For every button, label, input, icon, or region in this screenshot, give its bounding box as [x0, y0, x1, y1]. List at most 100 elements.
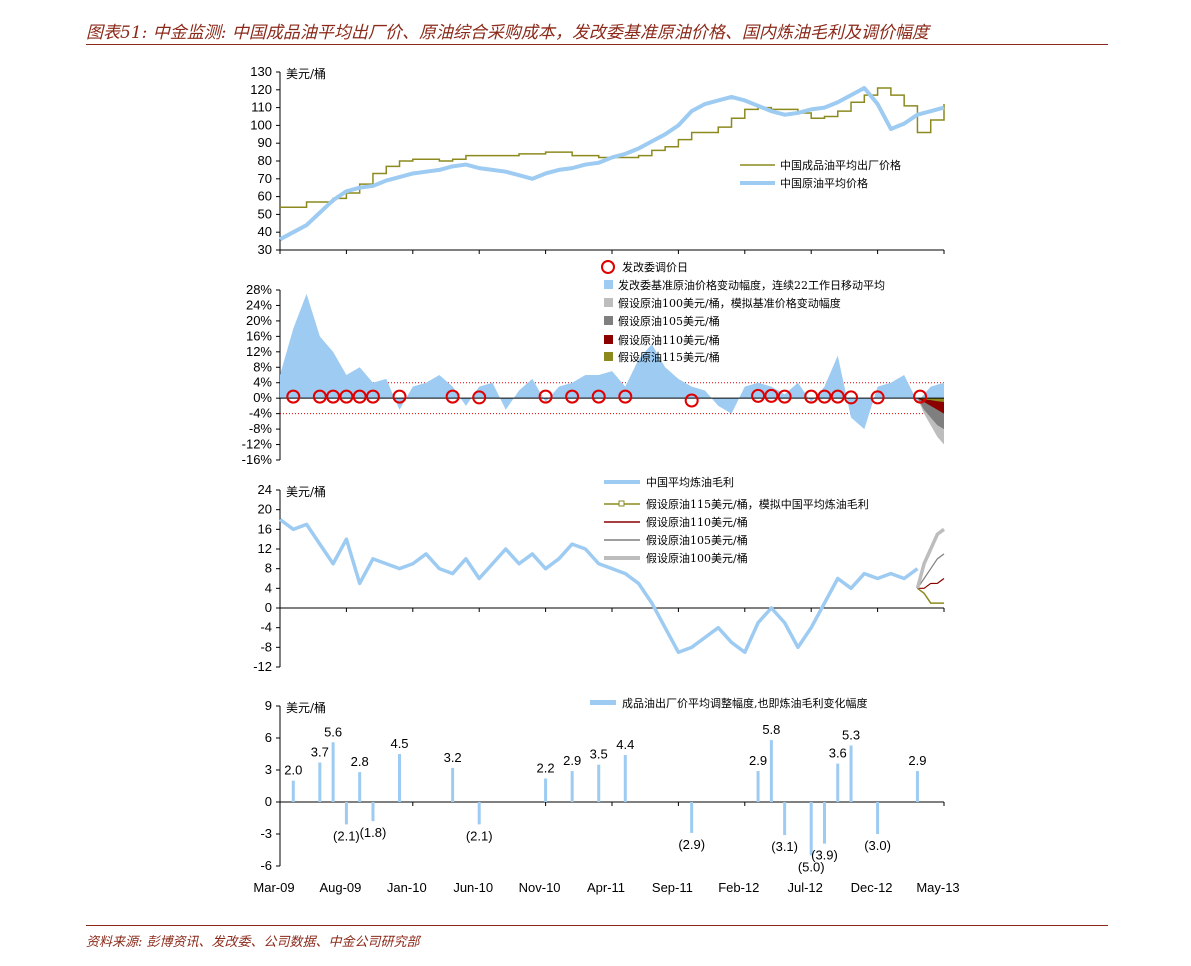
p2-legend-marker-icon	[601, 260, 615, 274]
p4-data-label: 2.0	[284, 763, 302, 778]
p1-y-tick-label: 30	[258, 242, 272, 257]
footer-rule	[86, 925, 1108, 926]
p3-unit-label: 美元/桶	[286, 484, 326, 499]
p1-unit-label: 美元/桶	[286, 66, 326, 81]
p4-y-tick-label: 6	[265, 730, 272, 745]
p2-adjustment-day-marker	[326, 389, 341, 404]
p3-series-refining-margin	[278, 518, 919, 654]
p2-adjustment-day-marker	[817, 389, 832, 404]
p2-legend-swatch-1	[604, 298, 613, 307]
p4-y-tick-label: 0	[265, 794, 272, 809]
p4-bar	[876, 802, 880, 834]
p2-adjustment-day-marker	[565, 389, 580, 404]
p1-y-tick-label: 70	[258, 171, 272, 186]
p4-data-label: 5.8	[762, 722, 780, 737]
p4-data-label: (3.0)	[864, 838, 891, 853]
p4-data-label: (1.8)	[360, 825, 387, 840]
p2-legend-swatch-0	[604, 280, 613, 289]
p4-y-tick-label: 3	[265, 762, 272, 777]
p2-y-tick-label: 16%	[246, 328, 272, 343]
p3-y-tick-label: 24	[258, 482, 272, 497]
p4-data-label: 3.5	[590, 747, 608, 762]
p4-data-label: 5.6	[324, 724, 342, 739]
p2-y-tick-label: 4%	[253, 375, 272, 390]
p2-adjustment-day-marker	[591, 389, 606, 404]
p4-data-label: 4.4	[616, 737, 634, 752]
p2-adjustment-day-marker	[365, 389, 380, 404]
x-tick-label: Dec-12	[851, 880, 893, 895]
p3-scenario-line-4	[915, 527, 946, 589]
p4-y-tick-label: -6	[260, 858, 272, 873]
p4-bar	[291, 780, 295, 802]
p2-adjustment-day-marker	[339, 389, 354, 404]
p4-data-label: 3.6	[829, 746, 847, 761]
p4-data-label: (2.9)	[678, 837, 705, 852]
p4-legend-swatch	[590, 700, 616, 705]
p4-bar	[597, 764, 601, 802]
p2-adjustment-day-marker	[844, 390, 859, 405]
p3-y-tick-label: 20	[258, 502, 272, 517]
p3-y-tick-label: 12	[258, 541, 272, 556]
p1-y-tick-label: 60	[258, 189, 272, 204]
p2-y-tick-label: 24%	[246, 297, 272, 312]
x-tick-label: Aug-09	[319, 880, 361, 895]
p1-series-refined-price	[280, 87, 945, 209]
p4-data-label: (2.1)	[333, 828, 360, 843]
p4-data-label: (5.0)	[798, 859, 825, 874]
p2-y-tick-label: -8%	[249, 421, 273, 436]
p4-bar	[477, 802, 481, 825]
p2-legend-label-3: 假设原油110美元/桶	[618, 333, 720, 347]
p2-legend-label-2: 假设原油105美元/桶	[618, 314, 720, 328]
p2-legend-label-marker: 发改委调价日	[622, 260, 688, 274]
p4-data-label: 3.2	[444, 750, 462, 765]
p4-bar	[809, 802, 813, 856]
p2-series-benchmark-change	[280, 293, 944, 430]
x-tick-label: Jul-12	[787, 880, 822, 895]
p4-bar	[358, 772, 362, 802]
p2-adjustment-day-marker	[870, 390, 885, 405]
p2-scenario-area-3	[917, 398, 944, 414]
p4-bar	[570, 771, 574, 802]
p2-adjustment-day-marker	[472, 390, 487, 405]
p3-scenario-line-1	[916, 587, 944, 604]
p1-y-tick-label: 120	[250, 82, 272, 97]
p1-legend-label-refined: 中国成品油平均出厂价格	[780, 158, 901, 172]
p2-adjustment-day-marker	[618, 389, 633, 404]
p4-bar	[371, 802, 375, 822]
p2-adjustment-day-marker	[751, 388, 766, 403]
x-tick-label: Jan-10	[387, 880, 427, 895]
p4-data-label: (3.1)	[771, 839, 798, 854]
x-tick-label: Mar-09	[253, 880, 294, 895]
p3-legend-label-4: 假设原油100美元/桶	[646, 551, 748, 565]
p2-adjustment-day-marker	[445, 389, 460, 404]
p2-y-tick-label: -16%	[242, 452, 273, 467]
p2-adjustment-day-marker	[312, 389, 327, 404]
p3-legend-label-0: 中国平均炼油毛利	[646, 475, 734, 489]
p2-scenario-area-4	[917, 398, 944, 403]
p4-bar	[451, 767, 455, 802]
p2-legend-swatch-3	[604, 335, 613, 344]
p3-y-tick-label: -12	[253, 659, 272, 674]
p2-adjustment-day-marker	[538, 389, 553, 404]
p4-bar	[822, 802, 826, 844]
p1-y-tick-label: 100	[250, 117, 272, 132]
p3-legend-label-2: 假设原油110美元/桶	[646, 515, 748, 529]
p1-y-tick-label: 90	[258, 135, 272, 150]
p4-bar	[915, 771, 919, 802]
p3-y-tick-label: 0	[265, 600, 272, 615]
p2-legend-label-0: 发改委基准原油价格变动幅度，连续22工作日移动平均	[618, 278, 885, 292]
p4-data-label: (2.1)	[466, 828, 493, 843]
p2-adjustment-day-marker	[777, 389, 792, 404]
p2-adjustment-day-marker	[913, 389, 928, 404]
p2-legend-label-4: 假设原油115美元/桶	[618, 350, 720, 364]
p2-y-tick-label: 8%	[253, 359, 272, 374]
p4-bar	[849, 745, 853, 802]
p3-legend-label-3: 假设原油105美元/桶	[646, 533, 748, 547]
p4-data-label: 2.2	[537, 761, 555, 776]
p2-y-tick-label: 0%	[253, 390, 272, 405]
p4-y-tick-label: 9	[265, 698, 272, 713]
p1-legend-label-crude: 中国原油平均价格	[780, 176, 868, 190]
p4-bar	[623, 755, 627, 802]
p4-data-label: 5.3	[842, 727, 860, 742]
p4-legend-label: 成品油出厂价平均调整幅度,也即炼油毛利变化幅度	[622, 696, 868, 710]
